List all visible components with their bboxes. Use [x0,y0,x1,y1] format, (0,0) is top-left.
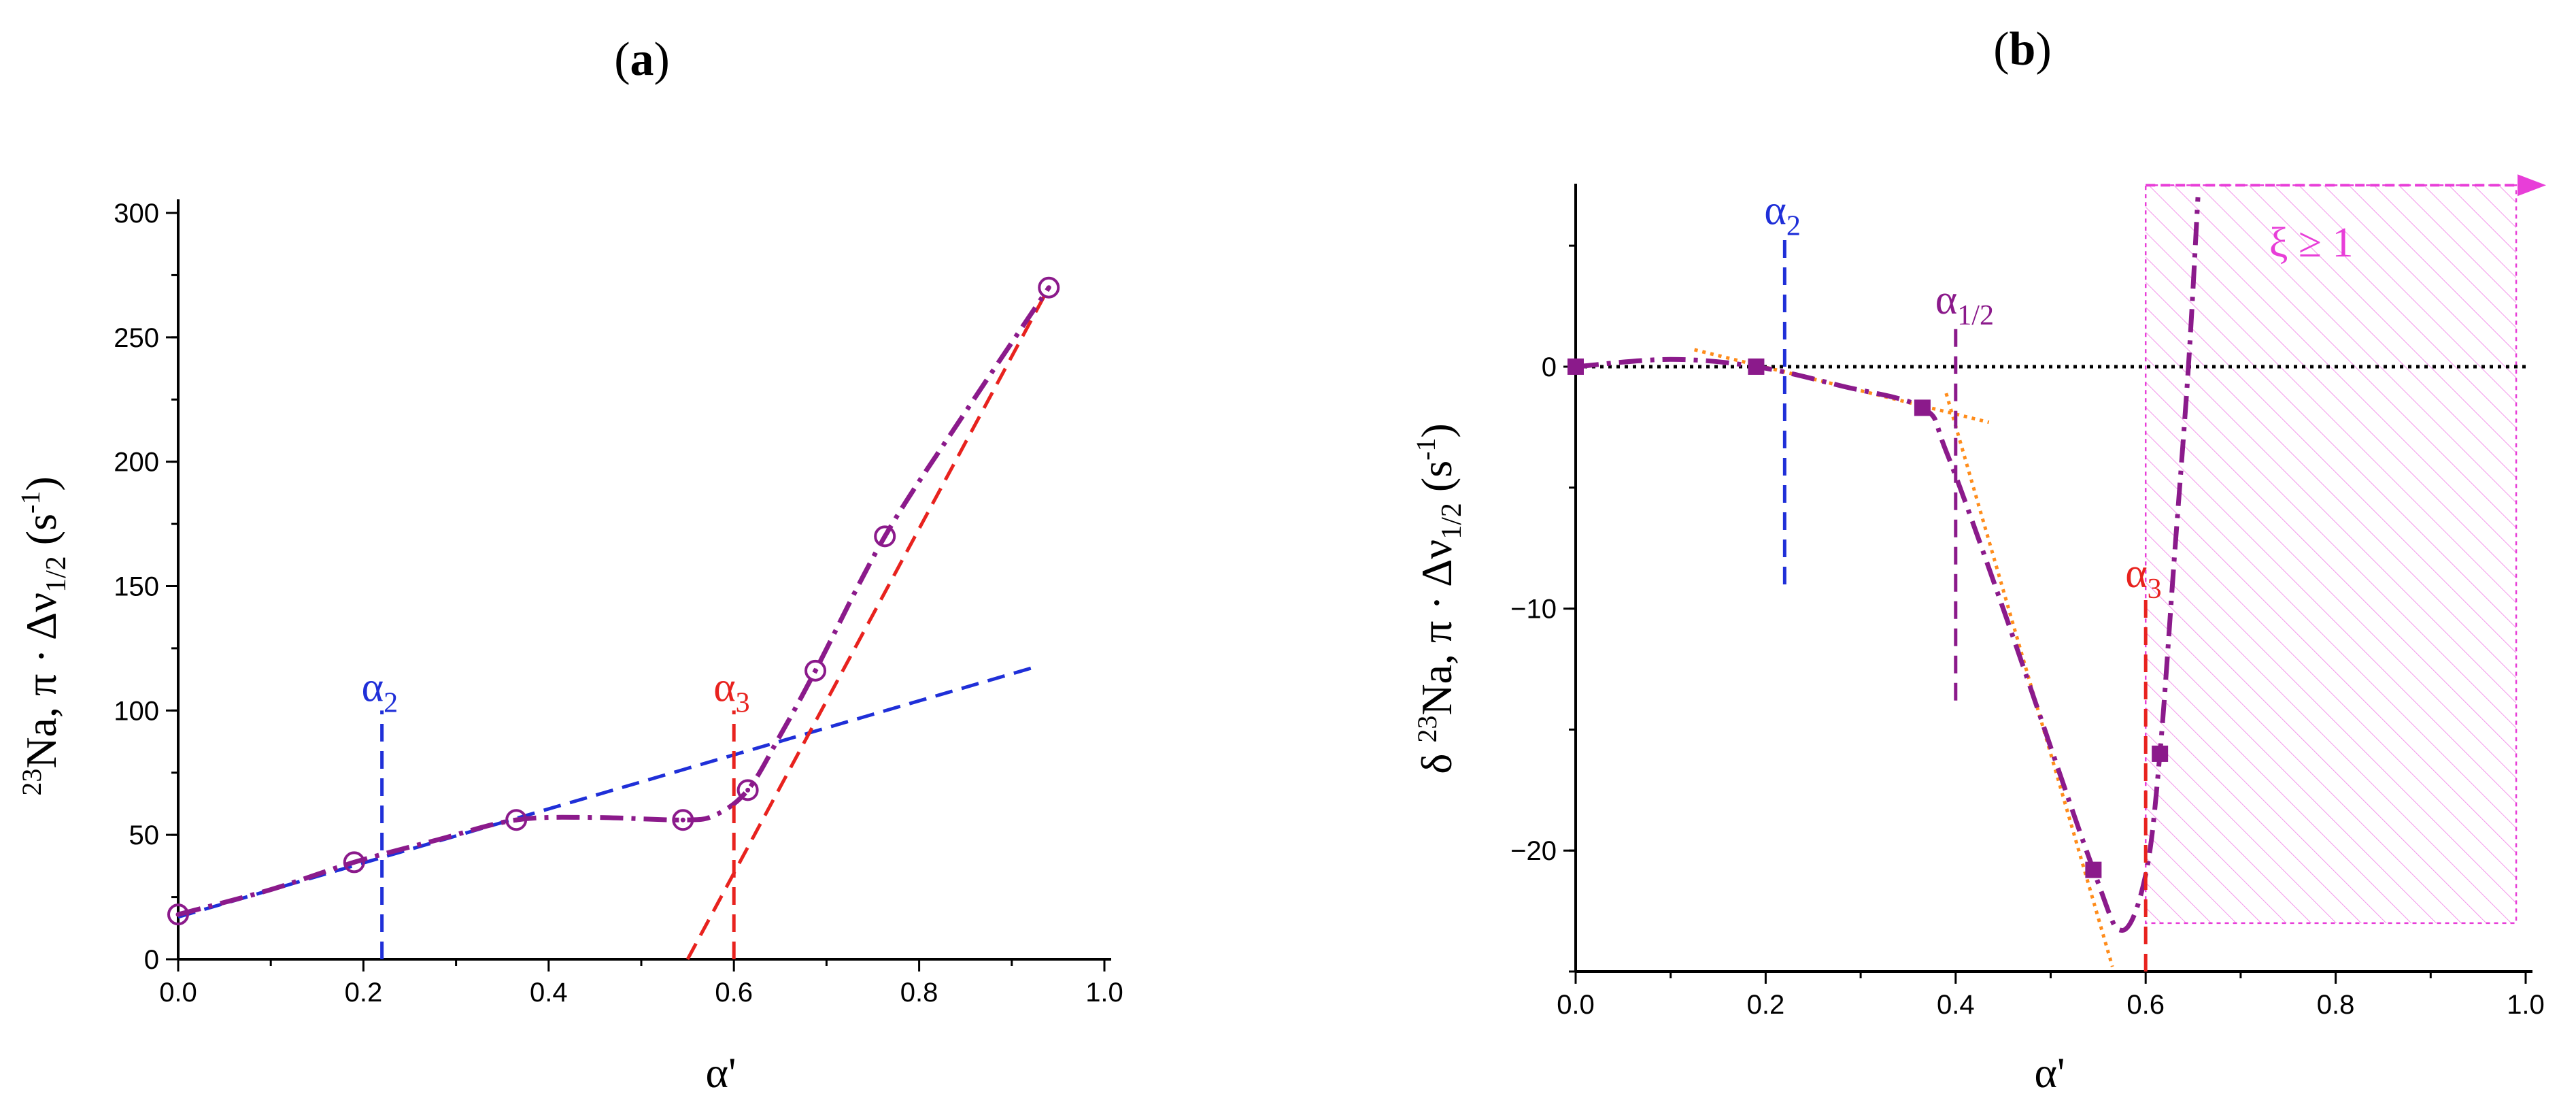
panel-a-data-point [505,809,528,831]
panel-a-data-point-center [175,912,181,917]
panel-b-chart: (b) ξ ≥ 1 0.0 0.2 0.4 0.6 0.8 1.0 −20 −10 0 α2 α1/2… [1410,23,2547,1096]
panel-b-data-point [1567,358,1584,375]
panel-b-shaded-region [2144,184,2518,925]
panel-a-x-tick-label: 0.4 [530,978,568,1008]
panel-a-y-tick-label: 250 [114,323,159,353]
panel-a-y-tick-label: 200 [114,448,159,478]
panel-a-x-tick-label: 0.0 [159,978,197,1008]
panel-b-data-point [2085,861,2102,878]
panel-a-data-point [167,903,189,926]
panel-a-y-tick-label: 0 [144,945,159,975]
panel-b-x-tick-label: 0.0 [1557,990,1595,1020]
panel-a-data-point-center [882,533,887,539]
panel-a-data-point [874,525,896,548]
panel-b-x-tick-label: 0.6 [2126,990,2165,1020]
panel-a-plot-area: 0.0 0.2 0.4 0.6 0.8 1.0 0 50 100 150 200 250 300 α2 α3 [114,199,1123,1008]
panel-a-y-tick-label: 100 [114,696,159,726]
panel-b-x-tick-label: 0.8 [2317,990,2355,1020]
panel-a-chart: (a) 0.0 0.2 0.4 0.6 0.8 1.0 0 50 100 150 200 250 300… [15,33,1123,1096]
panel-b-plot-area: ξ ≥ 1 0.0 0.2 0.4 0.6 0.8 1.0 −20 −10 0 α2 α1/2 α3 [1510,174,2547,1020]
panel-b-alpha3-label: α3 [2125,550,2161,605]
panel-b-alpha-half-label: α1/2 [1935,277,1994,331]
panel-a-data-point-center [352,859,357,865]
panel-a-x-tick-label: 0.2 [345,978,383,1008]
panel-b-title: (b) [1993,23,2052,76]
panel-a-data-point-center [680,817,685,823]
panel-a-data-point-center [1046,285,1051,290]
panel-b-x-axis-title: α' [2034,1048,2065,1096]
panel-b-y-tick-label: −10 [1510,595,1557,625]
panel-a-x-axis-title: α' [705,1048,736,1096]
panel-b-x-tick-label: 0.4 [1937,990,1975,1020]
panel-a-y-tick-label: 50 [129,820,160,850]
panel-b-data-point [1748,358,1765,375]
panel-b-x-tick-label: 1.0 [2507,990,2545,1020]
panel-a-x-tick-label: 1.0 [1085,978,1123,1008]
panel-a-y-tick-label: 150 [114,572,159,602]
panel-a-x-tick-label: 0.6 [715,978,753,1008]
panel-b-x-tick-label: 0.2 [1747,990,1785,1020]
panel-b-tangent-1 [1694,348,1990,425]
panel-b-alpha2-label: α2 [1764,187,1800,242]
panel-b-y-axis-title: δ 23Na, π · Δν1/2 (s-1) [1410,423,1468,774]
panel-a-alpha2-label: α2 [362,664,398,718]
panel-a-data-point [1038,276,1060,299]
panel-a-y-tick-label: 300 [114,199,159,229]
panel-a-data-point [804,659,827,682]
panel-a-x-tick-label: 0.8 [900,978,938,1008]
panel-a-fit-curve [177,286,1051,917]
panel-b-y-tick-label: 0 [1542,352,1557,382]
panel-b-region-label: ξ ≥ 1 [2269,220,2354,266]
panel-b-data-point [1914,399,1931,416]
panel-a-high-linear-fit [685,286,1051,961]
panel-b-data-point [2152,745,2169,762]
panel-b-region-arrow-head [2518,174,2547,197]
panel-a-data-point-center [513,817,519,823]
panel-a-y-axis-title: 23Na, π · Δν1/2 (s-1) [15,476,72,795]
panel-a-data-point [736,779,759,801]
panel-a-data-point-center [813,668,818,674]
panel-b-tangent-2 [1944,393,2114,967]
panel-a-data-point-center [745,787,751,793]
panel-b-fit-curve [1575,197,2201,933]
panel-a-data-point [672,809,694,831]
panel-b-y-tick-label: −20 [1510,836,1557,866]
panel-a-title: (a) [614,33,670,86]
panel-a-data-point [343,851,365,874]
panel-a-alpha3-label: α3 [713,664,749,718]
